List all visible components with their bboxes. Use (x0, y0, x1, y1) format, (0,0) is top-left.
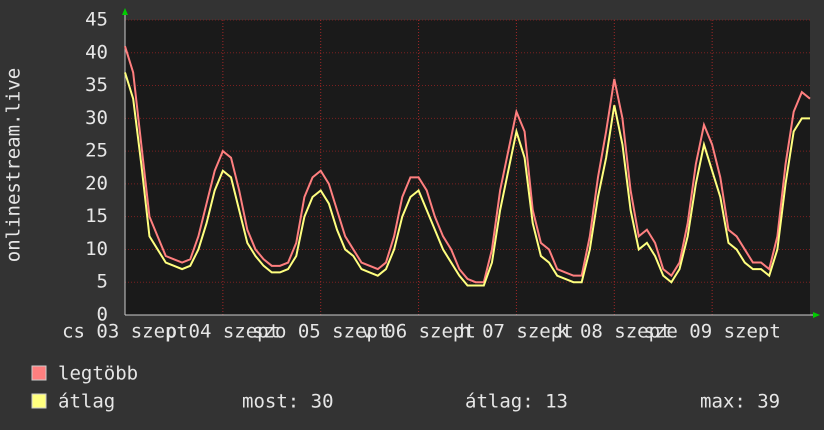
y-axis-arrow (122, 8, 128, 15)
y-tick-label: 35 (85, 74, 108, 96)
series-line (124, 72, 810, 287)
y-tick-label: 10 (85, 238, 108, 260)
y-tick-label: 20 (85, 172, 108, 194)
y-tick-label: 25 (85, 140, 108, 162)
y-tick-label: 30 (85, 107, 108, 129)
legend-swatch (31, 365, 47, 381)
x-tick-label: szo 05 szept (252, 321, 389, 343)
x-tick-label: cs 03 szept (62, 321, 188, 343)
x-tick-label: p 04 szept (166, 321, 280, 343)
y-tick-label: 0 (97, 304, 108, 326)
legend-label: legtöbb (58, 363, 138, 385)
y-tick-label: 40 (85, 41, 108, 63)
x-tick-label: k 08 szept (557, 321, 671, 343)
x-axis-arrow (813, 312, 820, 318)
y-tick-label: 15 (85, 205, 108, 227)
legend-label: átlag (58, 391, 115, 413)
x-tick-label: sze 09 szept (644, 321, 781, 343)
legend-stat: max: 39 (700, 391, 780, 413)
plot-area (125, 20, 810, 315)
y-tick-label: 45 (85, 9, 108, 31)
x-tick-label: v 06 szept (361, 321, 475, 343)
legend-stat: átlag: 13 (465, 391, 568, 413)
y-tick-label: 5 (97, 271, 108, 293)
series-line (124, 45, 811, 284)
legend-stat: most: 30 (242, 391, 334, 413)
y-axis-label: onlinestream.live (3, 68, 25, 262)
x-tick-label: h 07 szept (459, 321, 573, 343)
legend-swatch (31, 393, 47, 409)
